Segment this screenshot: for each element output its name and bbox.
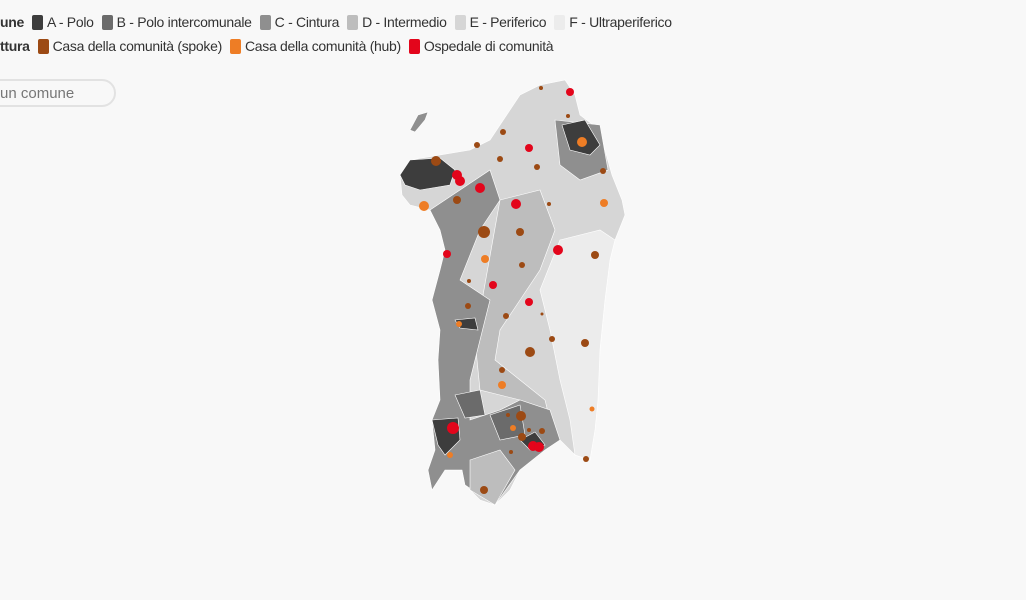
region [474,189,556,421]
facility-dot[interactable] [566,88,574,96]
facility-dot[interactable] [510,425,516,431]
facility-dot[interactable] [478,226,490,238]
legend-swatch [229,38,241,54]
legend-swatch [554,14,566,30]
facility-dot[interactable] [539,428,545,434]
facility-dot[interactable] [455,176,465,186]
facility-dot[interactable] [481,255,489,263]
facility-dot[interactable] [465,303,471,309]
facility-dot[interactable] [534,164,540,170]
legend-label: D - Intermedio [362,14,447,30]
region [409,111,429,133]
legend-swatch [259,14,271,30]
facility-dot[interactable] [525,144,533,152]
legend-item: Casa della comunità (spoke) [37,38,223,54]
legend-item: B - Polo intercomunale [101,14,252,30]
facility-dot[interactable] [419,201,429,211]
facility-dot[interactable] [534,442,544,452]
facility-dot[interactable] [480,486,488,494]
facility-dot[interactable] [525,298,533,306]
facility-dot[interactable] [589,406,595,412]
region [454,389,486,419]
legend-label: E - Periferico [469,14,547,30]
facility-dot[interactable] [456,321,462,327]
legend-item: C - Cintura [259,14,340,30]
facility-dot[interactable] [447,452,453,458]
facility-dot[interactable] [566,114,570,118]
legend-label: Ospedale di comunità [423,38,554,54]
facility-dot[interactable] [539,86,543,90]
legend-item: Casa della comunità (hub) [229,38,401,54]
legend-area: une A - Polo B - Polo intercomunale C - Cin… [0,14,680,30]
facility-dot[interactable] [489,281,497,289]
legend-item: A - Polo [32,14,94,30]
facility-dot[interactable] [447,422,459,434]
legend-swatch [32,14,43,30]
legend-swatch [347,14,359,30]
facility-dot[interactable] [509,450,513,454]
legend-item: D - Intermedio [347,14,447,30]
facility-dot[interactable] [506,413,510,417]
legend-item: F - Ultraperiferico [554,14,672,30]
facility-dot[interactable] [583,456,589,462]
legend-title: une [0,14,24,30]
legend-swatch [454,14,466,30]
facility-dot[interactable] [474,142,480,148]
facility-dot[interactable] [516,411,526,421]
facility-dot[interactable] [519,262,525,268]
legend-label: B - Polo intercomunale [116,14,252,30]
facility-dot[interactable] [498,381,506,389]
facility-dot[interactable] [591,251,599,259]
facility-dot[interactable] [516,228,524,236]
legend-label: C - Cintura [274,14,340,30]
facility-dot[interactable] [527,428,531,432]
legend-item: Ospedale di comunità [408,38,554,54]
facility-dot[interactable] [581,339,589,347]
region [539,229,616,461]
facility-dot[interactable] [525,347,535,357]
region [399,157,456,191]
legend-swatch [37,38,49,54]
facility-dot[interactable] [549,336,555,342]
facility-dot[interactable] [547,202,551,206]
legend-label: Casa della comunità (spoke) [52,38,223,54]
legend-title: ttura [0,38,30,54]
facility-dot[interactable] [553,245,563,255]
facility-dot[interactable] [518,433,526,441]
region [427,169,561,506]
facility-dot[interactable] [503,313,509,319]
facility-dot[interactable] [600,199,608,207]
facility-dot[interactable] [453,196,461,204]
facility-dot[interactable] [500,129,506,135]
facility-dot[interactable] [443,250,451,258]
legend-swatch [408,38,420,54]
legend-swatch [101,14,113,30]
legend-facility: ttura Casa della comunità (spoke) Casa del… [0,38,561,54]
facility-dot[interactable] [431,156,441,166]
facility-dot[interactable] [600,168,606,174]
legend-label: Casa della comunità (hub) [244,38,401,54]
facility-dot[interactable] [499,367,505,373]
facility-dot[interactable] [540,312,544,316]
facility-dot[interactable] [511,199,521,209]
legend-item: E - Periferico [454,14,547,30]
facility-dot[interactable] [497,156,503,162]
facility-dot[interactable] [467,279,471,283]
search-box[interactable]: un comune [0,79,116,107]
facility-dot[interactable] [475,183,485,193]
legend-label: A - Polo [47,14,94,30]
legend-label: F - Ultraperiferico [569,14,672,30]
facility-dot[interactable] [577,137,587,147]
